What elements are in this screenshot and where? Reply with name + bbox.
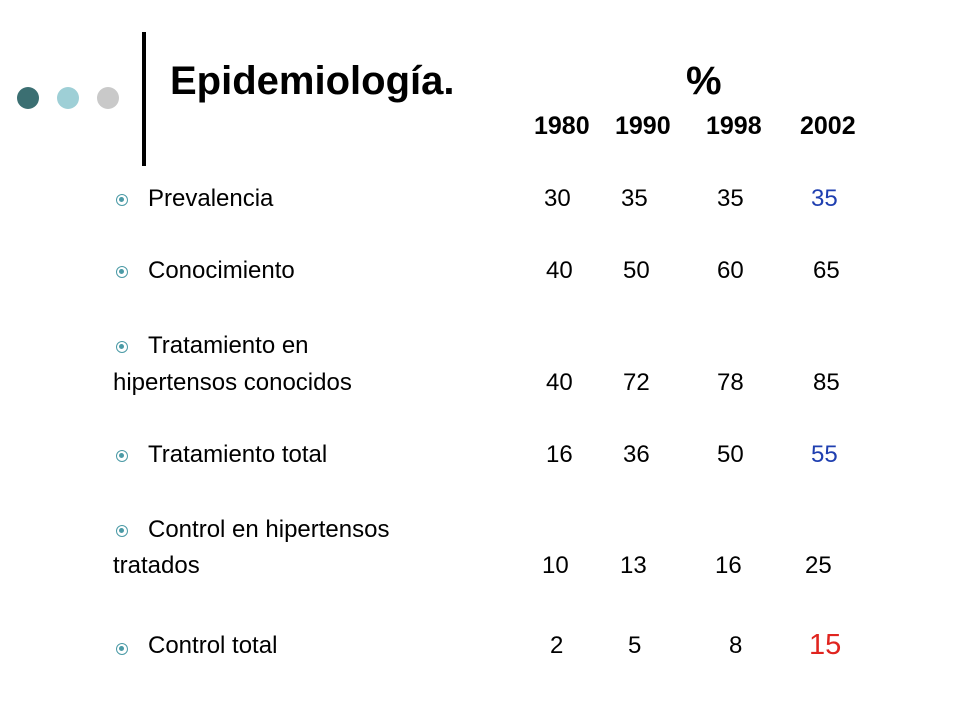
decorative-dot-dark bbox=[17, 87, 39, 109]
row-label-conocimiento: Conocimiento bbox=[148, 257, 295, 284]
row-label-control-line2: tratados bbox=[113, 552, 200, 579]
value-conocimiento-1980: 40 bbox=[546, 257, 573, 284]
year-header-1990: 1990 bbox=[615, 112, 671, 140]
year-header-1980: 1980 bbox=[534, 112, 590, 140]
value-control-total-2002: 15 bbox=[809, 629, 842, 661]
row-label-prevalencia: Prevalencia bbox=[148, 185, 274, 212]
value-control-total-1980: 2 bbox=[550, 632, 564, 659]
value-tratamiento-total-1998: 50 bbox=[717, 441, 744, 468]
percent-symbol: % bbox=[686, 59, 722, 103]
value-tratamiento-conocidos-1990: 72 bbox=[623, 369, 650, 396]
value-conocimiento-1990: 50 bbox=[623, 257, 650, 284]
value-control-total-1998: 8 bbox=[729, 632, 743, 659]
value-prevalencia-1998: 35 bbox=[717, 185, 744, 212]
decorative-dot-teal bbox=[57, 87, 79, 109]
title-divider bbox=[142, 32, 146, 166]
year-header-1998: 1998 bbox=[706, 112, 762, 140]
value-control-tratados-1990: 13 bbox=[620, 552, 647, 579]
bullet-icon bbox=[116, 525, 128, 537]
value-prevalencia-2002: 35 bbox=[811, 185, 838, 212]
value-tratamiento-total-2002: 55 bbox=[811, 441, 838, 468]
bullet-icon bbox=[116, 266, 128, 278]
value-tratamiento-total-1990: 36 bbox=[623, 441, 650, 468]
value-tratamiento-conocidos-1980: 40 bbox=[546, 369, 573, 396]
slide-title: Epidemiología. bbox=[170, 59, 455, 103]
value-prevalencia-1990: 35 bbox=[621, 185, 648, 212]
value-prevalencia-1980: 30 bbox=[544, 185, 571, 212]
year-header-2002: 2002 bbox=[800, 112, 856, 140]
bullet-icon bbox=[116, 194, 128, 206]
value-conocimiento-1998: 60 bbox=[717, 257, 744, 284]
value-tratamiento-conocidos-2002: 85 bbox=[813, 369, 840, 396]
bullet-icon bbox=[116, 341, 128, 353]
value-control-tratados-1980: 10 bbox=[542, 552, 569, 579]
decorative-dot-gray bbox=[97, 87, 119, 109]
value-control-tratados-1998: 16 bbox=[715, 552, 742, 579]
row-label-tratamiento-line1: Tratamiento en bbox=[148, 332, 309, 359]
value-tratamiento-total-1980: 16 bbox=[546, 441, 573, 468]
value-control-tratados-2002: 25 bbox=[805, 552, 832, 579]
bullet-icon bbox=[116, 450, 128, 462]
bullet-icon bbox=[116, 643, 128, 655]
row-label-tratamiento-total: Tratamiento total bbox=[148, 441, 328, 468]
value-tratamiento-conocidos-1998: 78 bbox=[717, 369, 744, 396]
row-label-tratamiento-line2: hipertensos conocidos bbox=[113, 369, 352, 396]
row-label-control-line1: Control en hipertensos bbox=[148, 516, 390, 543]
row-label-control-total: Control total bbox=[148, 632, 278, 659]
value-conocimiento-2002: 65 bbox=[813, 257, 840, 284]
value-control-total-1990: 5 bbox=[628, 632, 642, 659]
